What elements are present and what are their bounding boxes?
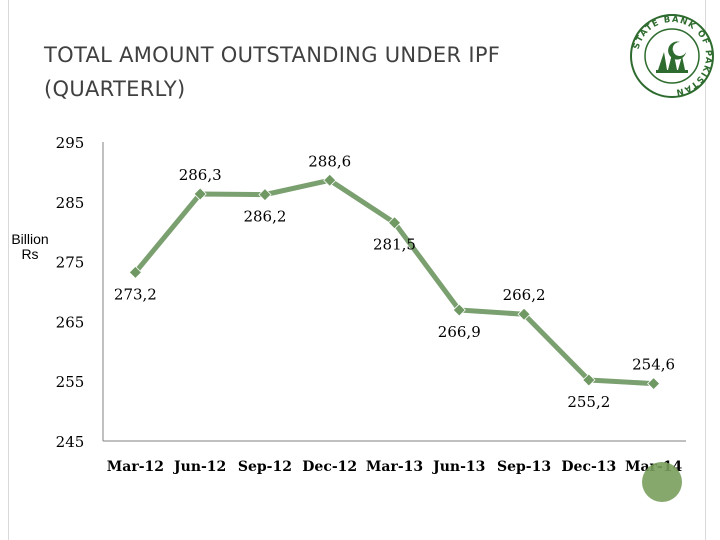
slide-border-left — [8, 0, 9, 540]
x-tick-label: Dec-13 — [561, 459, 616, 475]
page-title: TOTAL AMOUNT OUTSTANDING UNDER IPF (QUAR… — [44, 38, 564, 106]
y-axis-title-line-1: Billion — [11, 231, 49, 247]
y-axis-title-line-2: Rs — [21, 246, 39, 262]
data-label: 266,9 — [438, 323, 481, 341]
x-tick-label: Sep-12 — [238, 459, 292, 475]
data-point-marker — [128, 265, 142, 279]
x-tick-label: Mar-12 — [107, 459, 164, 475]
x-tick-label: Dec-12 — [302, 459, 357, 475]
x-tick-label: Mar-13 — [366, 459, 423, 475]
title-line-1: TOTAL AMOUNT OUTSTANDING UNDER IPF — [44, 43, 501, 67]
data-point-marker — [647, 377, 661, 391]
decorative-corner-dot — [642, 462, 682, 502]
data-point-marker — [517, 307, 531, 321]
data-label: 286,3 — [179, 166, 222, 184]
data-label: 273,2 — [114, 285, 157, 303]
data-point-marker — [323, 173, 337, 187]
series-line — [132, 177, 657, 387]
data-point-marker — [387, 216, 402, 230]
data-label: 281,5 — [373, 236, 416, 254]
x-tick-label: Jun-13 — [431, 459, 485, 475]
data-point-marker — [452, 303, 466, 317]
y-axis-title: Billion Rs — [10, 232, 50, 262]
x-tick-label: Sep-13 — [497, 459, 551, 475]
y-tick-label: 285 — [56, 194, 85, 212]
y-tick-label: 265 — [56, 313, 85, 331]
state-bank-of-pakistan-seal-icon: STATE BANK OF PAKISTAN — [630, 14, 714, 98]
y-tick-label: 255 — [56, 373, 85, 391]
y-tick-label: 295 — [56, 134, 85, 152]
data-label: 288,6 — [308, 152, 351, 170]
y-tick-label: 245 — [56, 433, 85, 451]
y-tick-label: 275 — [56, 254, 85, 272]
data-point-marker — [582, 373, 596, 387]
data-point-marker — [193, 187, 207, 201]
data-label: 255,2 — [567, 393, 610, 411]
data-label: 266,2 — [503, 286, 546, 304]
title-line-2: (QUARTERLY) — [44, 77, 186, 101]
data-point-marker — [258, 188, 272, 202]
data-label: 254,6 — [632, 356, 675, 374]
data-label: 286,2 — [243, 208, 286, 226]
slide-border-right — [705, 0, 706, 540]
x-tick-label: Jun-12 — [172, 459, 226, 475]
